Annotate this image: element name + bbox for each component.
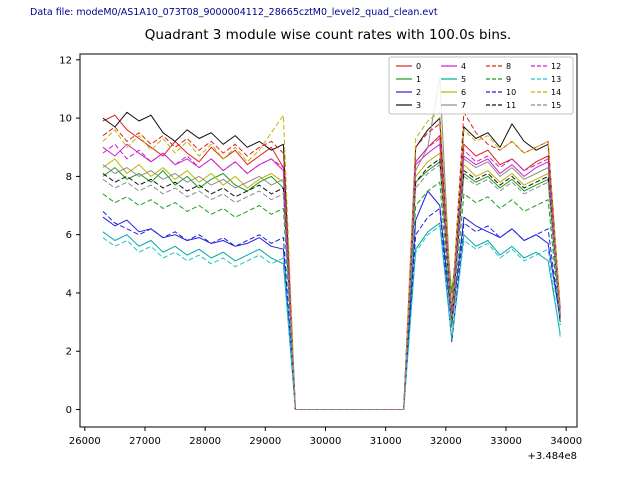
legend-label-2: 2 [416,88,421,97]
legend-label-14: 14 [551,88,561,97]
series-line-5 [102,222,561,410]
series-line-13 [102,225,561,410]
legend-label-0: 0 [416,62,421,71]
series-line-8 [102,111,561,410]
x-tick-label: 32000 [430,436,462,447]
y-tick-label: 8 [66,172,72,183]
legend-label-12: 12 [551,62,561,71]
series-line-2 [102,190,561,410]
series-line-15 [102,164,561,410]
legend-label-15: 15 [551,101,561,110]
y-tick-label: 4 [66,288,72,299]
series-line-14 [102,111,561,410]
legend-label-1: 1 [416,75,421,84]
x-axis-offset-label: +3.484e8 [527,451,577,462]
x-tick-label: 34000 [550,436,582,447]
legend-label-13: 13 [551,75,561,84]
legend-label-11: 11 [506,101,516,110]
series-line-1 [102,161,561,410]
legend-box [388,56,574,115]
x-tick-label: 29000 [249,436,281,447]
y-tick-label: 0 [66,405,72,416]
x-tick-label: 26000 [69,436,101,447]
chart-title: Quadrant 3 module wise count rates with … [144,27,512,43]
x-tick-label: 33000 [490,436,522,447]
y-tick-label: 2 [66,347,72,358]
series-line-10 [102,207,561,410]
legend-label-5: 5 [461,75,466,84]
legend-label-8: 8 [506,62,511,71]
y-tick-label: 6 [66,230,72,241]
legend-label-4: 4 [461,62,466,71]
legend-label-6: 6 [461,88,466,97]
series-line-3 [102,111,561,410]
x-tick-label: 30000 [310,436,342,447]
series-line-11 [102,158,561,410]
x-tick-label: 28000 [189,436,221,447]
series-line-12 [102,138,561,410]
axes-box [79,53,578,428]
y-tick-label: 10 [59,114,72,125]
legend-label-7: 7 [461,101,466,110]
legend-label-9: 9 [506,75,511,84]
x-tick-label: 31000 [370,436,402,447]
x-tick-label: 27000 [129,436,161,447]
data-file-label: Data file: modeM0/AS1A10_073T08_90000041… [30,7,438,18]
y-tick-label: 12 [59,55,72,66]
series-line-4 [102,143,561,410]
legend-label-3: 3 [416,101,421,110]
series-line-6 [102,152,561,410]
series-line-7 [102,76,561,410]
legend-label-10: 10 [506,88,516,97]
series-line-9 [102,181,561,410]
